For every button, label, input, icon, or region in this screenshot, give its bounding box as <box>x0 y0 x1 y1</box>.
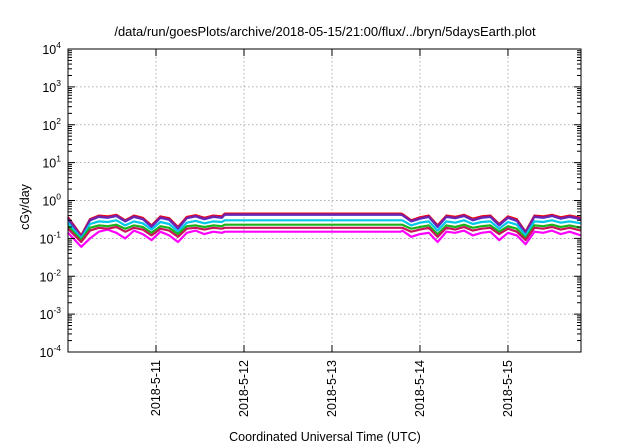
series-line <box>67 213 582 238</box>
x-tick-label: 2018-5-15 <box>501 360 515 417</box>
x-axis-label: Coordinated Universal Time (UTC) <box>229 430 421 444</box>
y-tick-label: 10-1 <box>40 229 62 246</box>
y-axis-label: cGy/day <box>18 183 32 230</box>
chart-title: /data/run/goesPlots/archive/2018-05-15/2… <box>114 24 536 39</box>
plot-area <box>67 212 582 248</box>
series-line <box>67 225 582 244</box>
y-tick-label: 104 <box>42 40 61 57</box>
y-tick-label: 10-3 <box>40 305 62 322</box>
series-line <box>67 228 582 248</box>
x-tick-label: 2018-5-13 <box>325 360 339 417</box>
y-tick-label: 100 <box>42 192 61 209</box>
y-tick-label: 103 <box>42 78 61 95</box>
x-tick-label: 2018-5-11 <box>149 360 163 416</box>
y-tick-label: 10-4 <box>40 343 62 360</box>
x-tick-label: 2018-5-14 <box>413 360 427 417</box>
x-axis: 2018-5-11 2018-5-12 2018-5-13 2018-5-14 2018… <box>149 49 515 417</box>
x-tick-label: 2018-5-12 <box>237 360 251 417</box>
y-axis: 10-4 10-3 10-2 10-1 100 101 102 103 104 <box>40 40 581 360</box>
grid <box>68 49 581 352</box>
series-line <box>67 219 582 240</box>
series-line <box>67 223 582 242</box>
y-tick-label: 10-2 <box>40 267 62 284</box>
y-tick-label: 101 <box>42 154 61 171</box>
y-tick-label: 102 <box>42 116 61 133</box>
